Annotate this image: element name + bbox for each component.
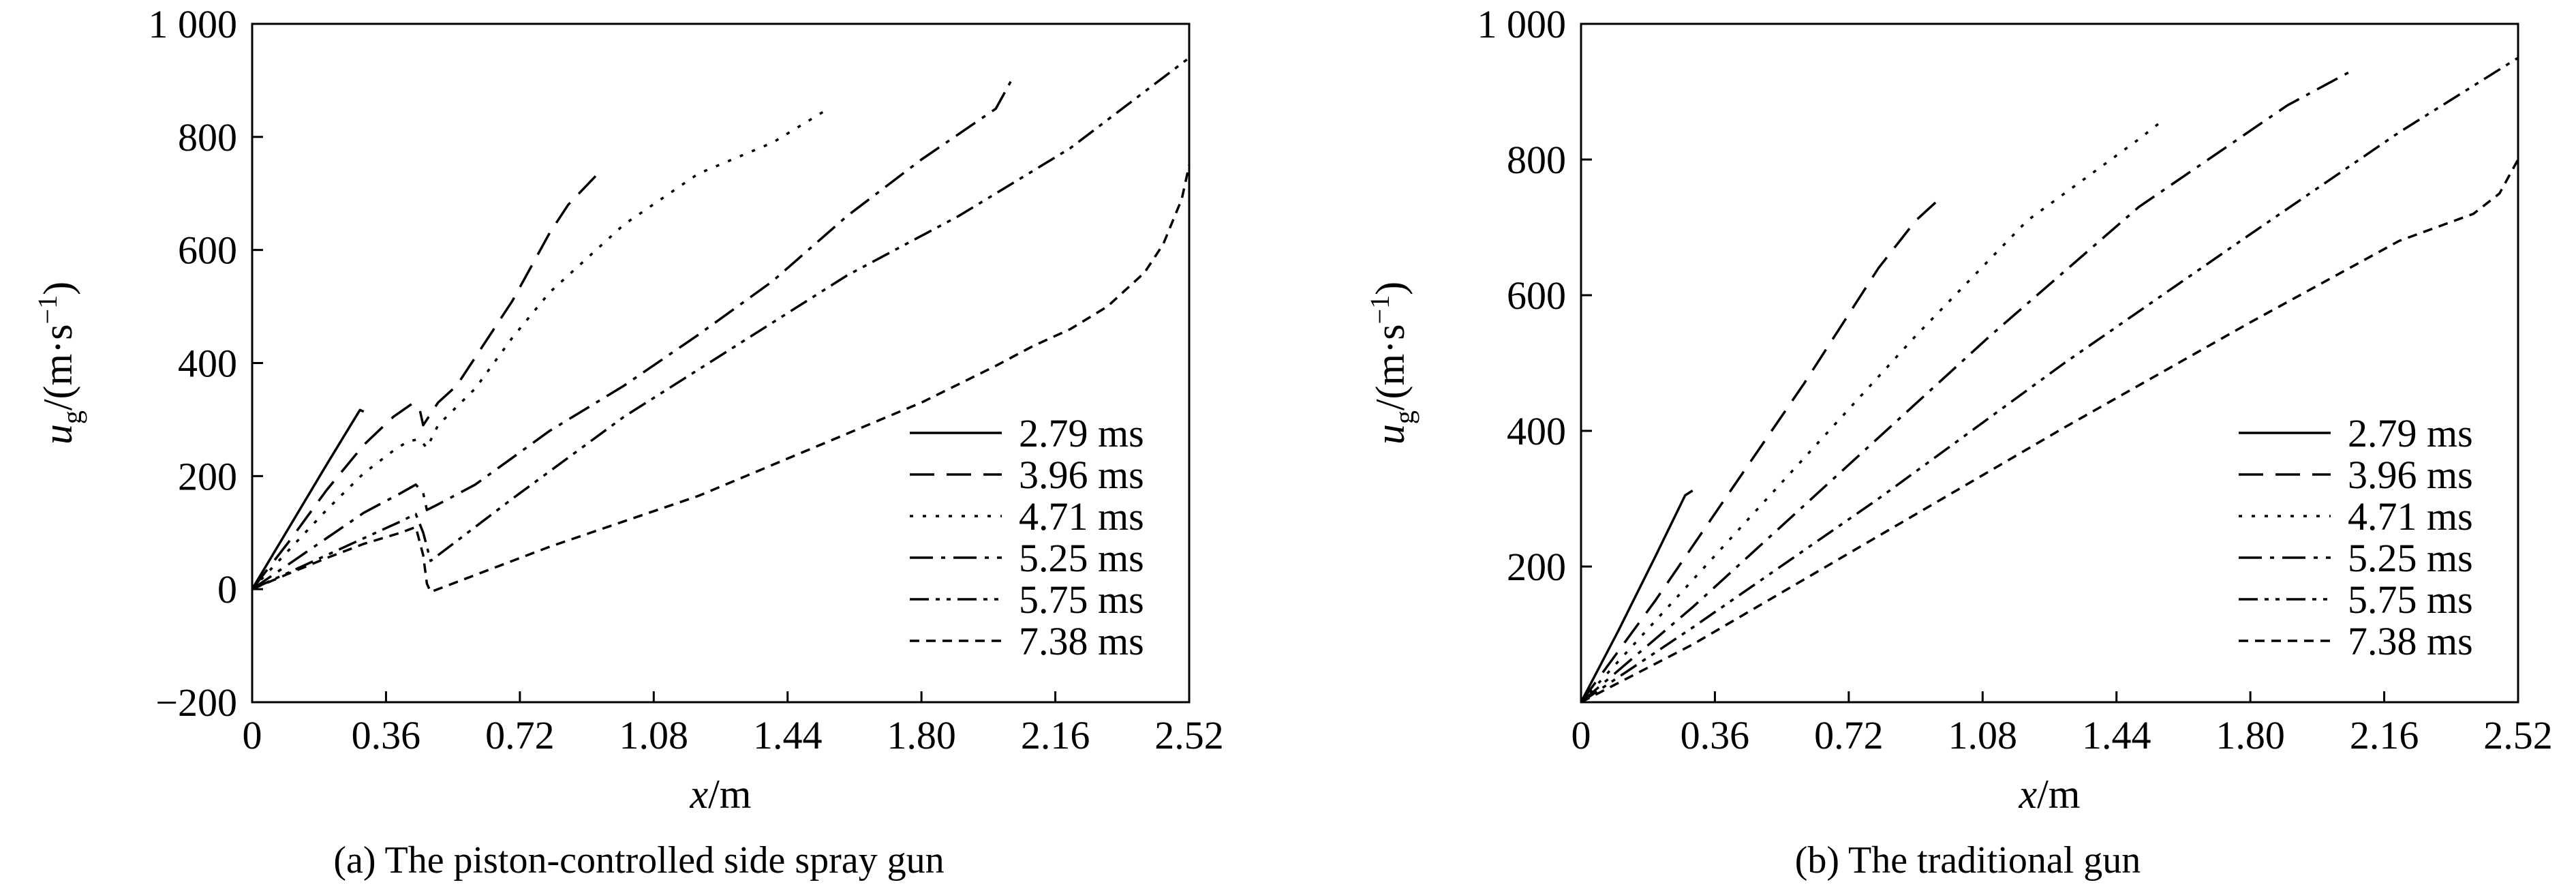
legend-label: 5.75 ms [2348,577,2473,622]
series-line-279 [1580,489,1693,703]
x-tick-label: 2.52 [1154,713,1224,757]
x-axis-label: x/m [690,772,752,817]
x-tick-label: 2.16 [1021,713,1090,757]
x-tick-label: 1.44 [753,713,823,757]
chart-panel-1: 0 0.36 0.72 1.08 1.44 1.80 2.16 2.52−2000200400… [32,2,1224,882]
panel-caption: (b) The traditional gun [1795,839,2141,882]
series-line-471 [1580,117,2166,704]
y-tick-label: 1 000 [1477,2,1567,46]
series-line-575 [1580,57,2519,704]
x-tick-label: 0.36 [352,713,421,757]
x-axis-label: x/m [2019,772,2081,817]
x-tick-label: 1.08 [1948,713,2018,757]
legend-label: 4.71 ms [1019,494,1144,539]
series-line-738 [1580,159,2519,704]
legend: 2.79 ms3.96 ms4.71 ms5.25 ms5.75 ms7.38 … [2239,411,2473,663]
legend-label: 5.25 ms [2348,536,2473,580]
series-line-525 [1580,70,2352,704]
x-tick-label: 1.44 [2082,713,2151,757]
series-line-279 [251,408,365,590]
panel-caption: (a) The piston-controlled side spray gun [333,839,944,882]
y-tick-label: 400 [178,342,237,386]
x-tick-label: 0.72 [485,713,555,757]
x-tick-label: 1.80 [887,713,956,757]
y-tick-label: 600 [178,228,237,273]
y-tick-label: 800 [178,115,237,160]
x-tick-label: 2.16 [2350,713,2419,757]
series-line-738 [251,164,1191,594]
legend-label: 3.96 ms [2348,453,2473,497]
y-tick-label: 600 [1507,273,1566,318]
chart-panel-2: 0 0.36 0.72 1.08 1.44 1.80 2.16 2.52 200 400 600 80… [1364,2,2553,882]
y-tick-label: 1 000 [149,2,238,46]
x-tick-label: 1.80 [2215,713,2285,757]
series-line-396 [1580,196,1943,704]
legend-label: 2.79 ms [2348,411,2473,455]
legend-label: 5.75 ms [1019,577,1144,622]
y-tick-label: 800 [1507,138,1566,182]
series-line-471 [251,107,829,590]
x-tick-label: 0 [1571,713,1591,757]
plot-frame [1580,22,2519,704]
legend-label: 4.71 ms [2348,494,2473,539]
legend-label: 5.25 ms [1019,536,1144,580]
x-tick-label: 0.72 [1814,713,1884,757]
y-tick-label: 400 [1507,409,1566,453]
legend-label: 2.79 ms [1019,411,1144,455]
y-tick-label: 200 [178,454,237,498]
x-tick-label: 0 [243,713,262,757]
legend-label: 7.38 ms [1019,619,1144,663]
series-line-525 [251,74,1016,590]
y-axis-label: ug/(m·s−1) [32,282,87,444]
x-tick-label: 2.52 [2483,713,2553,757]
y-tick-label: −200 [155,680,237,725]
y-axis-label: ug/(m·s−1) [1364,282,1420,444]
x-tick-label: 0.36 [1681,713,1750,757]
legend-label: 7.38 ms [2348,619,2473,663]
x-tick-label: 1.08 [619,713,689,757]
y-tick-label: 0 [217,567,237,612]
legend: 2.79 ms3.96 ms4.71 ms5.25 ms5.75 ms7.38 … [910,411,1144,663]
series-line-575 [251,57,1191,590]
legend-label: 3.96 ms [1019,453,1144,497]
y-tick-label: 200 [1507,545,1566,589]
series-line-396 [251,172,599,590]
